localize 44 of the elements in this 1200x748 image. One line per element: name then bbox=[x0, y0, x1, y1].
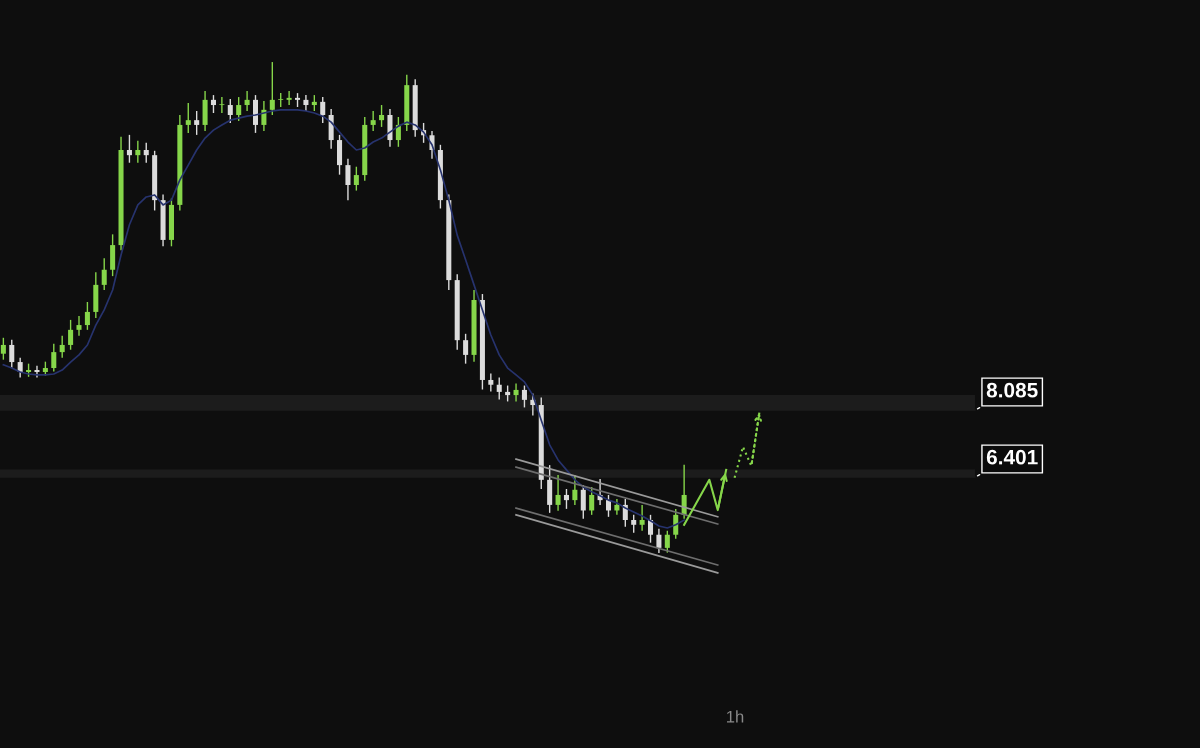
candlestick bbox=[320, 96, 326, 124]
candlestick bbox=[563, 488, 569, 510]
candlestick bbox=[673, 508, 679, 540]
candlestick bbox=[135, 140, 141, 164]
candlestick bbox=[303, 94, 309, 112]
candlestick bbox=[513, 382, 519, 403]
candlestick bbox=[496, 376, 502, 401]
candlestick bbox=[370, 110, 376, 132]
candlestick bbox=[488, 372, 494, 393]
candlestick bbox=[647, 514, 654, 544]
candlestick bbox=[227, 98, 233, 124]
candlestick bbox=[286, 90, 292, 106]
annotation: 1h bbox=[727, 710, 744, 723]
candlestick bbox=[101, 257, 107, 291]
candlestick bbox=[345, 158, 351, 201]
candlestick bbox=[0, 337, 6, 361]
candlestick bbox=[572, 474, 578, 506]
candlestick bbox=[521, 384, 527, 409]
candlestick bbox=[244, 90, 250, 112]
candlestick bbox=[194, 110, 200, 136]
ref-line-label: 6.401 bbox=[986, 449, 1038, 465]
candlestick bbox=[219, 96, 225, 114]
candlestick bbox=[84, 301, 90, 331]
candlestick bbox=[353, 166, 359, 192]
candlestick bbox=[269, 61, 275, 116]
candlestick bbox=[76, 315, 82, 337]
candlestick bbox=[9, 339, 15, 369]
candlestick bbox=[589, 486, 595, 516]
candlestick bbox=[143, 142, 149, 164]
candlestick bbox=[639, 504, 645, 532]
candlestick bbox=[51, 343, 57, 373]
candlestick bbox=[34, 364, 40, 379]
candlestick bbox=[236, 96, 242, 122]
candlestick bbox=[68, 319, 74, 351]
candlestick bbox=[463, 333, 469, 365]
candlestick bbox=[185, 102, 191, 134]
candlestick bbox=[664, 530, 670, 554]
candlestick bbox=[656, 528, 662, 554]
candlestick bbox=[379, 104, 385, 128]
candlestick bbox=[126, 134, 132, 164]
ref-line-label: 8.085 bbox=[986, 382, 1038, 398]
candlestick bbox=[555, 474, 561, 512]
candlestick bbox=[59, 335, 65, 359]
candlestick bbox=[17, 356, 23, 379]
